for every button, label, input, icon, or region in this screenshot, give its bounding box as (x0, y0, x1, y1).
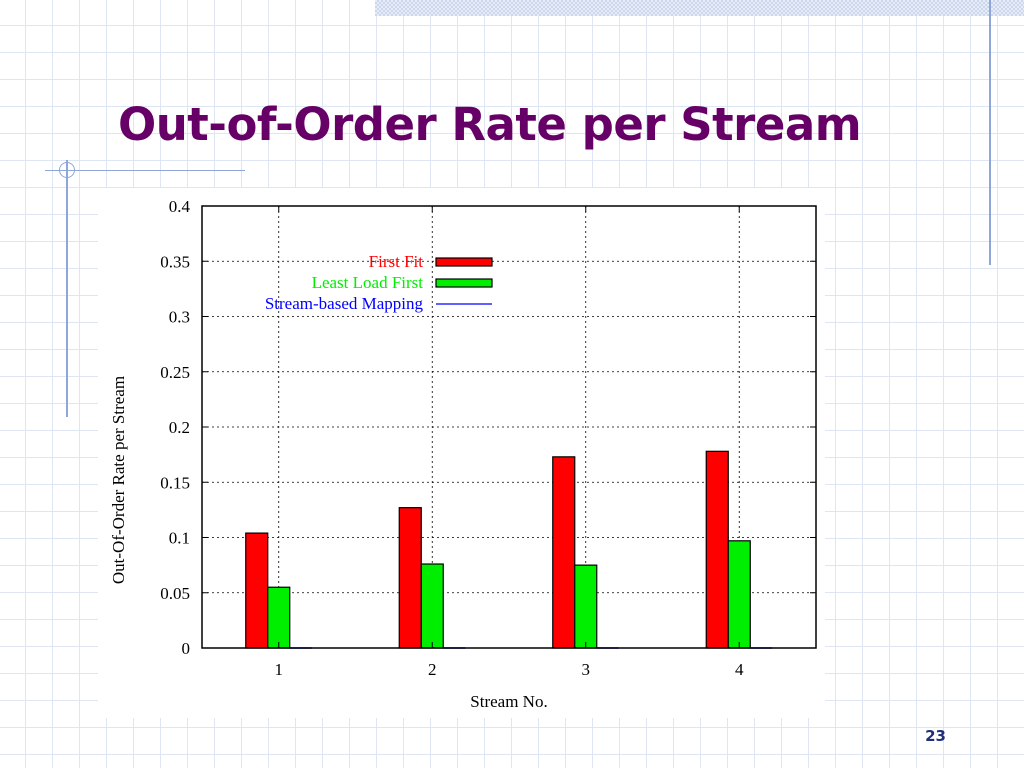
bar (245, 532, 269, 649)
chart-panel: 0 0.05 0.1 0.15 0.2 0.25 0.3 0.35 0.4 1 2 3 4 First … (98, 188, 825, 718)
decor-line-right (989, 0, 991, 265)
bar (727, 540, 751, 649)
decor-line-horizontal (45, 170, 245, 171)
x-tick-label: 1 (275, 660, 284, 679)
y-tick-label: 0 (182, 639, 191, 658)
x-tick-label: 4 (735, 660, 744, 679)
y-tick-label: 0.15 (160, 473, 190, 492)
decor-ring (59, 162, 75, 178)
bar (420, 563, 444, 649)
y-tick-label: 0.35 (160, 252, 190, 271)
bar (574, 564, 598, 649)
y-tick-label: 0.1 (169, 529, 190, 548)
y-tick-label: 0.2 (169, 418, 190, 437)
y-tick-label: 0.25 (160, 363, 190, 382)
y-axis-label: Out-Of-Order Rate per Stream (109, 376, 128, 584)
legend-label: First Fit (369, 252, 424, 271)
bar (552, 456, 576, 649)
bar-chart: 0 0.05 0.1 0.15 0.2 0.25 0.3 0.35 0.4 1 2 3 4 First … (109, 197, 817, 711)
top-decor-band (375, 0, 1024, 16)
decor-line-left (66, 160, 68, 417)
legend-label: Least Load First (312, 273, 424, 292)
legend-swatch (435, 257, 493, 267)
legend-label: Stream-based Mapping (265, 294, 424, 313)
y-tick-label: 0.3 (169, 308, 190, 327)
bar (705, 450, 729, 649)
bar (398, 507, 422, 649)
x-tick-label: 2 (428, 660, 437, 679)
slide-title: Out-of-Order Rate per Stream (118, 98, 862, 151)
x-tick-label: 3 (582, 660, 591, 679)
page-number: 23 (925, 727, 946, 745)
legend-swatch (435, 278, 493, 288)
y-tick-label: 0.4 (169, 197, 191, 216)
bar (267, 586, 291, 649)
x-axis-label: Stream No. (470, 692, 547, 711)
y-tick-label: 0.05 (160, 584, 190, 603)
